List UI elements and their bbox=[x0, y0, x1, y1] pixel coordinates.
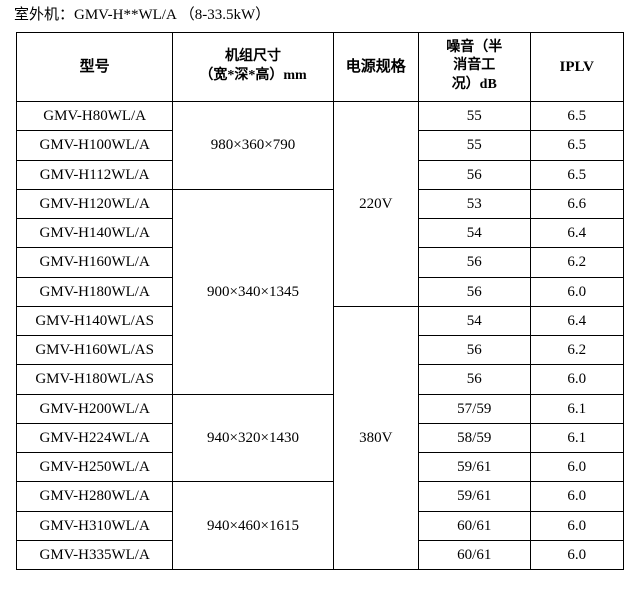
cell-iplv: 6.2 bbox=[530, 336, 623, 365]
page-root: 室外机：GMV-H**WL/A （8-33.5kW） 型号 机组尺寸 （宽*深*… bbox=[0, 0, 640, 590]
cell-power: 220V bbox=[333, 102, 418, 307]
cell-iplv: 6.5 bbox=[530, 102, 623, 131]
col-header-model: 型号 bbox=[17, 32, 173, 102]
cell-iplv: 6.0 bbox=[530, 540, 623, 569]
table-header-row: 型号 机组尺寸 （宽*深*高）mm 电源规格 噪音（半 消音工 况）dB IPL… bbox=[17, 32, 624, 102]
cell-noise: 59/61 bbox=[418, 453, 530, 482]
cell-iplv: 6.6 bbox=[530, 189, 623, 218]
col-header-size-line2: （宽*深*高）mm bbox=[177, 67, 328, 86]
cell-iplv: 6.0 bbox=[530, 482, 623, 511]
cell-iplv: 6.1 bbox=[530, 394, 623, 423]
cell-model: GMV-H140WL/AS bbox=[17, 306, 173, 335]
cell-noise: 56 bbox=[418, 160, 530, 189]
cell-noise: 55 bbox=[418, 102, 530, 131]
cell-noise: 56 bbox=[418, 248, 530, 277]
col-header-size: 机组尺寸 （宽*深*高）mm bbox=[173, 32, 333, 102]
col-header-power: 电源规格 bbox=[333, 32, 418, 102]
cell-model: GMV-H112WL/A bbox=[17, 160, 173, 189]
cell-noise: 55 bbox=[418, 131, 530, 160]
cell-iplv: 6.0 bbox=[530, 511, 623, 540]
table-row: GMV-H80WL/A980×360×790220V556.5 bbox=[17, 102, 624, 131]
cell-model: GMV-H160WL/AS bbox=[17, 336, 173, 365]
col-header-noise-line1: 噪音（半 bbox=[423, 39, 526, 58]
caption-label: 室外机： bbox=[14, 7, 74, 23]
table-row: GMV-H120WL/A900×340×1345536.6 bbox=[17, 189, 624, 218]
cell-noise: 57/59 bbox=[418, 394, 530, 423]
cell-model: GMV-H200WL/A bbox=[17, 394, 173, 423]
cell-model: GMV-H120WL/A bbox=[17, 189, 173, 218]
cell-model: GMV-H280WL/A bbox=[17, 482, 173, 511]
cell-power: 380V bbox=[333, 306, 418, 569]
cell-model: GMV-H250WL/A bbox=[17, 453, 173, 482]
cell-size: 900×340×1345 bbox=[173, 189, 333, 394]
cell-noise: 59/61 bbox=[418, 482, 530, 511]
spec-table: 型号 机组尺寸 （宽*深*高）mm 电源规格 噪音（半 消音工 况）dB IPL… bbox=[16, 32, 624, 571]
cell-model: GMV-H140WL/A bbox=[17, 219, 173, 248]
cell-iplv: 6.5 bbox=[530, 160, 623, 189]
cell-iplv: 6.5 bbox=[530, 131, 623, 160]
caption-value: GMV-H**WL/A （8-33.5kW） bbox=[74, 7, 270, 23]
table-row: GMV-H280WL/A940×460×161559/616.0 bbox=[17, 482, 624, 511]
col-header-noise: 噪音（半 消音工 况）dB bbox=[418, 32, 530, 102]
cell-iplv: 6.2 bbox=[530, 248, 623, 277]
cell-noise: 56 bbox=[418, 365, 530, 394]
cell-model: GMV-H224WL/A bbox=[17, 423, 173, 452]
cell-model: GMV-H180WL/A bbox=[17, 277, 173, 306]
cell-iplv: 6.0 bbox=[530, 365, 623, 394]
cell-noise: 53 bbox=[418, 189, 530, 218]
cell-model: GMV-H160WL/A bbox=[17, 248, 173, 277]
cell-model: GMV-H180WL/AS bbox=[17, 365, 173, 394]
cell-noise: 54 bbox=[418, 306, 530, 335]
cell-noise: 54 bbox=[418, 219, 530, 248]
col-header-size-line1: 机组尺寸 bbox=[177, 48, 328, 67]
cell-noise: 56 bbox=[418, 336, 530, 365]
cell-iplv: 6.4 bbox=[530, 219, 623, 248]
col-header-noise-line2: 消音工 bbox=[423, 57, 526, 76]
cell-iplv: 6.1 bbox=[530, 423, 623, 452]
cell-model: GMV-H310WL/A bbox=[17, 511, 173, 540]
cell-size: 940×460×1615 bbox=[173, 482, 333, 570]
cell-model: GMV-H100WL/A bbox=[17, 131, 173, 160]
cell-model: GMV-H80WL/A bbox=[17, 102, 173, 131]
cell-size: 980×360×790 bbox=[173, 102, 333, 190]
table-body: GMV-H80WL/A980×360×790220V556.5GMV-H100W… bbox=[17, 102, 624, 570]
table-caption: 室外机：GMV-H**WL/A （8-33.5kW） bbox=[14, 6, 630, 26]
cell-noise: 60/61 bbox=[418, 511, 530, 540]
cell-noise: 58/59 bbox=[418, 423, 530, 452]
cell-iplv: 6.0 bbox=[530, 277, 623, 306]
cell-noise: 56 bbox=[418, 277, 530, 306]
col-header-noise-line3: 况）dB bbox=[423, 76, 526, 95]
table-head: 型号 机组尺寸 （宽*深*高）mm 电源规格 噪音（半 消音工 况）dB IPL… bbox=[17, 32, 624, 102]
cell-iplv: 6.0 bbox=[530, 453, 623, 482]
cell-size: 940×320×1430 bbox=[173, 394, 333, 482]
col-header-iplv: IPLV bbox=[530, 32, 623, 102]
cell-model: GMV-H335WL/A bbox=[17, 540, 173, 569]
cell-iplv: 6.4 bbox=[530, 306, 623, 335]
table-row: GMV-H200WL/A940×320×143057/596.1 bbox=[17, 394, 624, 423]
cell-noise: 60/61 bbox=[418, 540, 530, 569]
